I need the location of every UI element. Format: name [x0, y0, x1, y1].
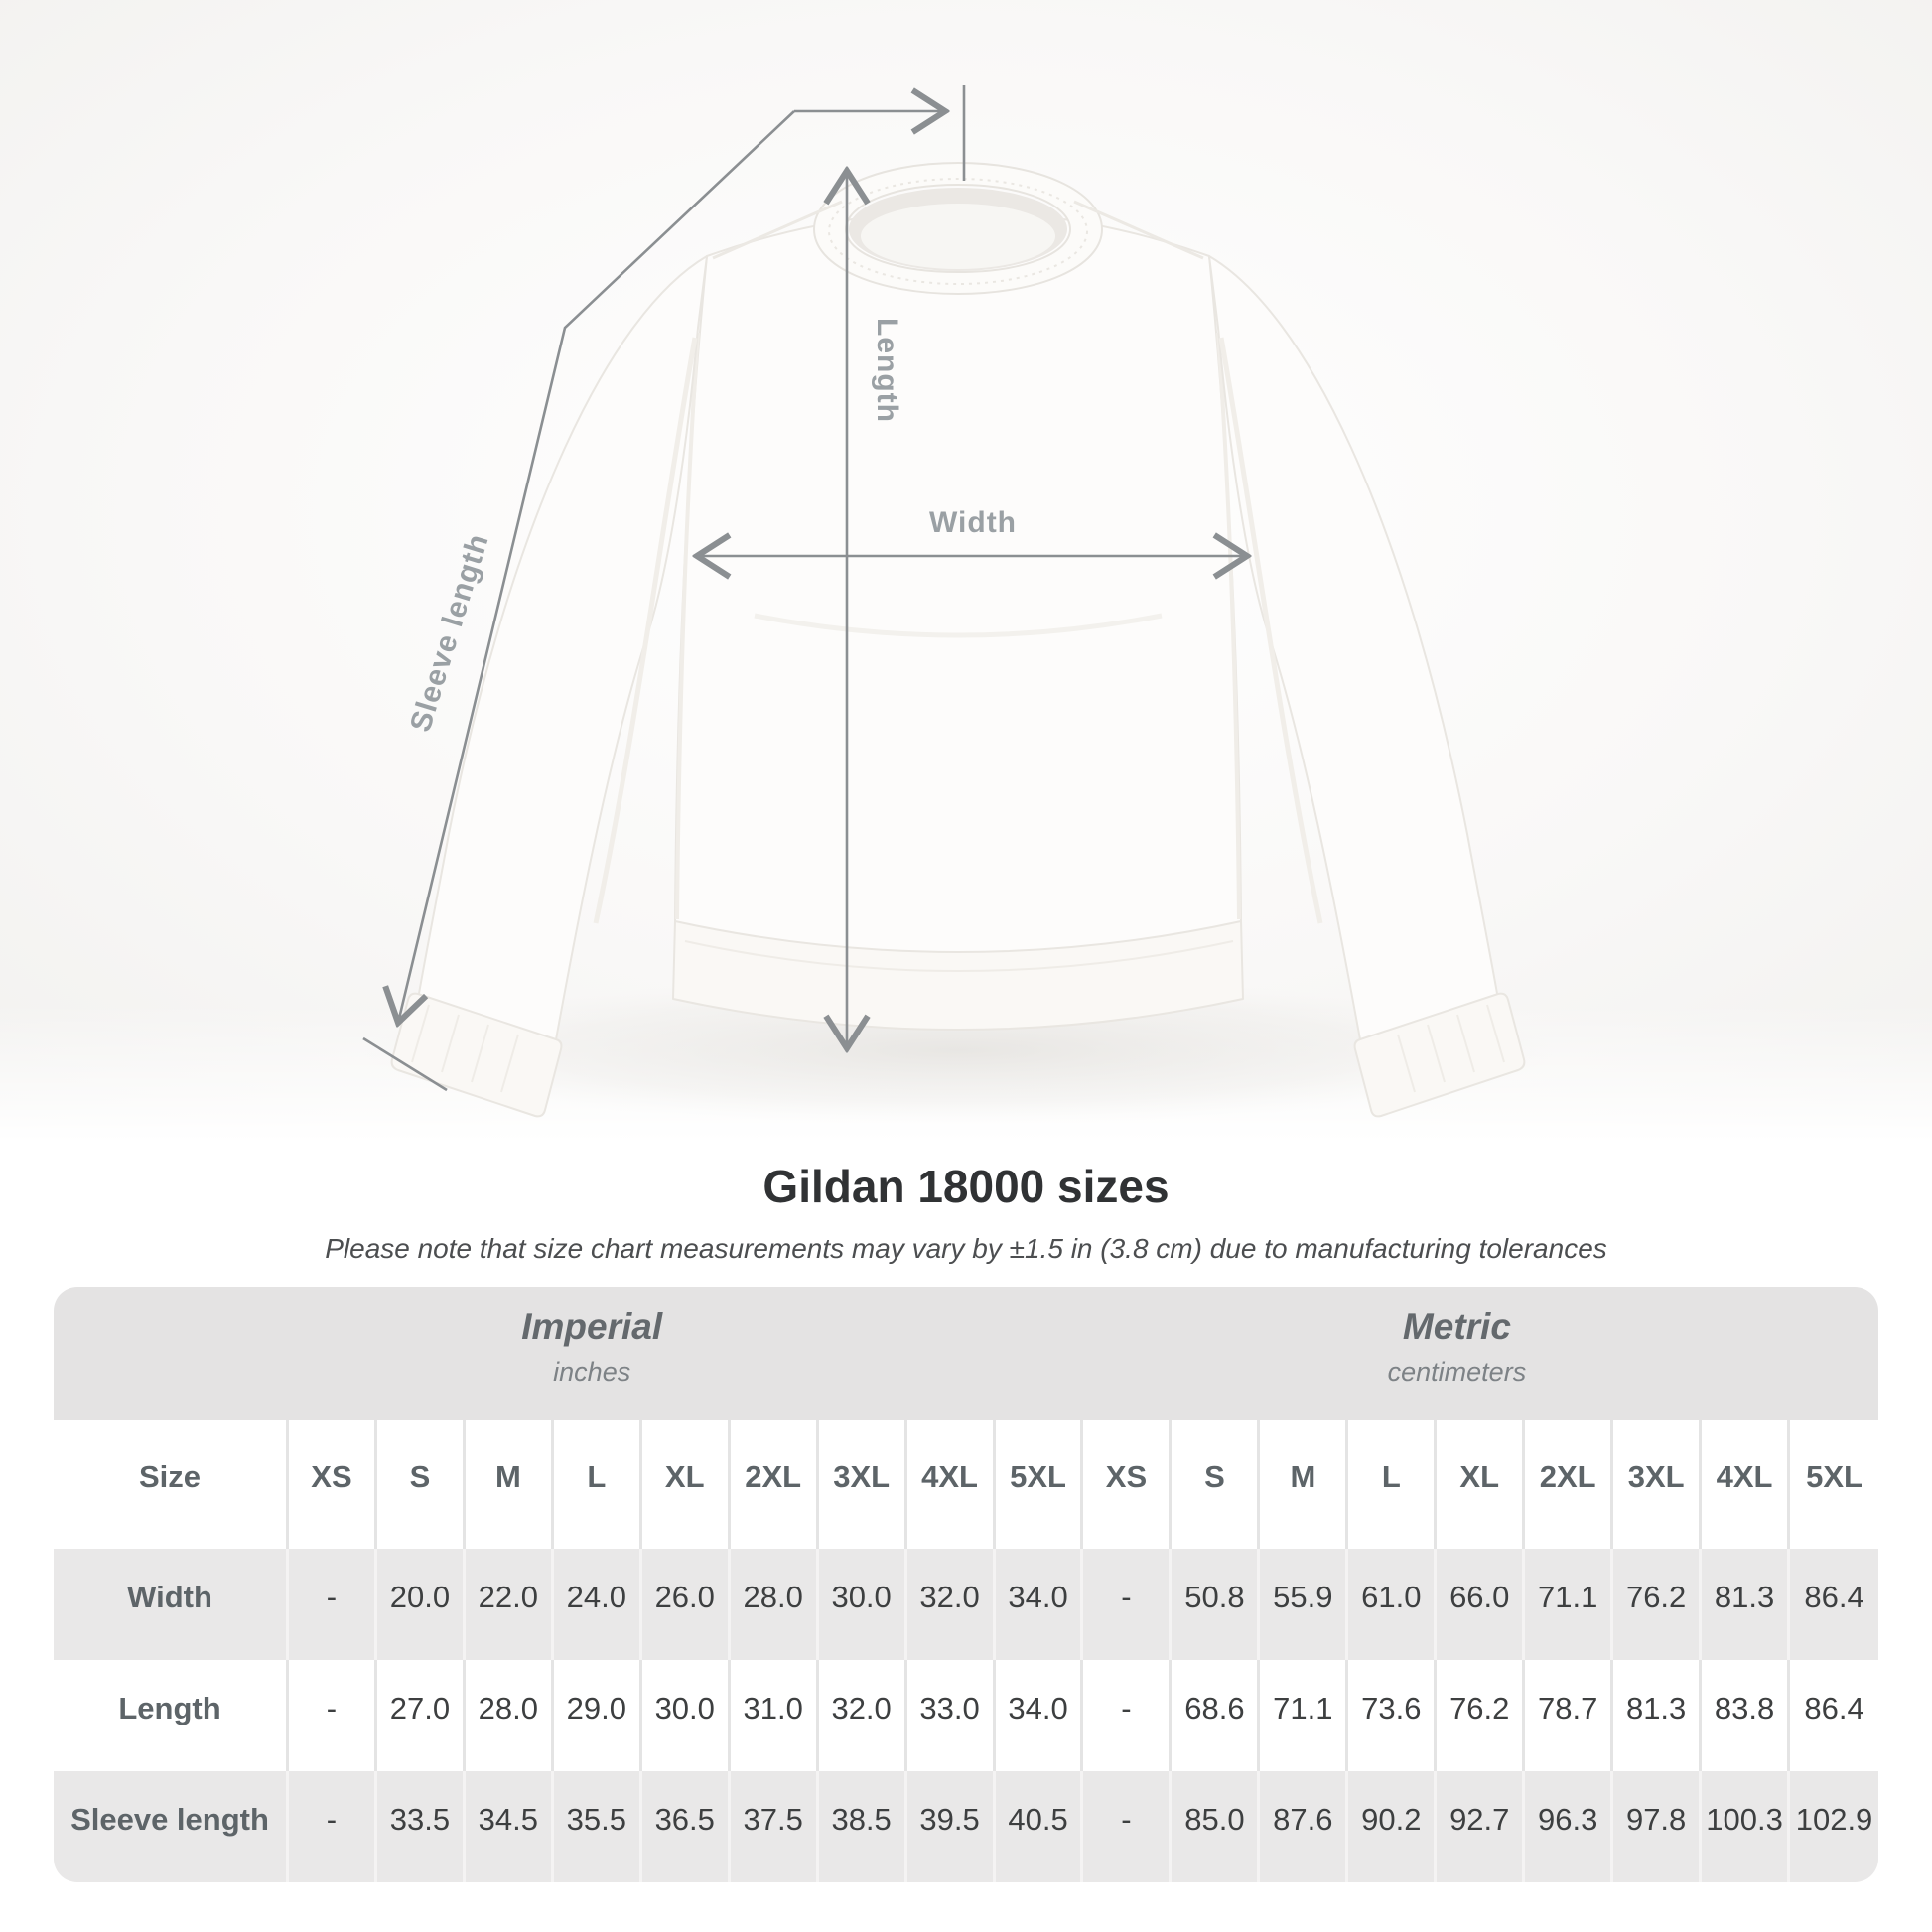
value-cell-metric: 85.0 [1172, 1771, 1261, 1882]
value-cell-imperial: 27.0 [376, 1660, 466, 1771]
imperial-label: Imperial [521, 1307, 663, 1347]
col-header-metric: M [1260, 1420, 1349, 1549]
length-label: Length [871, 318, 903, 423]
col-header-imperial: 4XL [906, 1420, 996, 1549]
tolerance-note: Please note that size chart measurements… [325, 1233, 1607, 1264]
sleeve-end-tick [362, 1036, 448, 1092]
value-cell-imperial: 22.0 [465, 1549, 554, 1660]
value-cell-imperial: 20.0 [376, 1549, 466, 1660]
col-header-imperial: L [553, 1420, 642, 1549]
value-cell-imperial: 32.0 [906, 1549, 996, 1660]
value-cell-imperial: 39.5 [906, 1771, 996, 1882]
metric-label: Metric [1402, 1307, 1511, 1347]
col-header-imperial: 2XL [730, 1420, 819, 1549]
imperial-unit-group: Imperial inches [521, 1307, 662, 1388]
row-label: Width [54, 1549, 289, 1660]
value-cell-metric: 86.4 [1790, 1660, 1878, 1771]
value-cell-metric: 71.1 [1525, 1549, 1614, 1660]
right-cuff [1353, 992, 1526, 1118]
row-label: Sleeve length [54, 1771, 289, 1882]
value-cell-imperial: 40.5 [995, 1771, 1084, 1882]
col-header-imperial: XL [641, 1420, 731, 1549]
col-header-metric: L [1348, 1420, 1438, 1549]
value-cell-metric: - [1083, 1660, 1173, 1771]
value-cell-metric: 83.8 [1702, 1660, 1791, 1771]
value-cell-imperial: 33.0 [906, 1660, 996, 1771]
sweatshirt-measurement-diagram: Length Width Sleeve length [0, 0, 1932, 1142]
value-cell-imperial: 28.0 [730, 1549, 819, 1660]
imperial-unit: inches [553, 1357, 631, 1387]
col-header-metric: 2XL [1525, 1420, 1614, 1549]
garment-shadow [362, 977, 1554, 1124]
col-header-metric: XS [1083, 1420, 1173, 1549]
value-cell-imperial: 31.0 [730, 1660, 819, 1771]
metric-unit-group: Metric centimeters [1388, 1307, 1527, 1388]
value-cell-metric: 76.2 [1437, 1660, 1526, 1771]
value-cell-imperial: 28.0 [465, 1660, 554, 1771]
value-cell-imperial: 30.0 [818, 1549, 907, 1660]
width-label: Width [929, 506, 1017, 539]
sleeve-dimension-line [398, 110, 795, 1023]
value-cell-metric: 92.7 [1437, 1771, 1526, 1882]
col-header-metric: XL [1437, 1420, 1526, 1549]
value-cell-imperial: 34.5 [465, 1771, 554, 1882]
value-cell-imperial: 26.0 [641, 1549, 731, 1660]
value-cell-metric: 68.6 [1172, 1660, 1261, 1771]
col-header-metric: 4XL [1702, 1420, 1791, 1549]
value-cell-imperial: 29.0 [553, 1660, 642, 1771]
value-cell-imperial: 36.5 [641, 1771, 731, 1882]
value-cell-imperial: 34.0 [995, 1660, 1084, 1771]
value-cell-metric: - [1083, 1549, 1173, 1660]
value-cell-metric: 66.0 [1437, 1549, 1526, 1660]
value-cell-metric: - [1083, 1771, 1173, 1882]
value-cell-metric: 81.3 [1613, 1660, 1703, 1771]
value-cell-imperial: 33.5 [376, 1771, 466, 1882]
value-cell-imperial: 30.0 [641, 1660, 731, 1771]
value-cell-metric: 73.6 [1348, 1660, 1438, 1771]
page-title: Gildan 18000 sizes [762, 1161, 1170, 1212]
value-cell-imperial: - [289, 1771, 377, 1882]
col-header-imperial: S [376, 1420, 466, 1549]
measurement-annotations [362, 85, 1247, 1092]
value-cell-metric: 81.3 [1702, 1549, 1791, 1660]
row-label: Length [54, 1660, 289, 1771]
value-cell-imperial: - [289, 1660, 377, 1771]
col-header-imperial: 3XL [818, 1420, 907, 1549]
col-header-size: Size [54, 1420, 289, 1549]
col-header-imperial: XS [289, 1420, 377, 1549]
value-cell-imperial: 32.0 [818, 1660, 907, 1771]
value-cell-metric: 78.7 [1525, 1660, 1614, 1771]
col-header-imperial: 5XL [995, 1420, 1084, 1549]
sweatshirt [390, 162, 1526, 1118]
value-cell-imperial: 37.5 [730, 1771, 819, 1882]
col-header-metric: 3XL [1613, 1420, 1703, 1549]
value-cell-imperial: 24.0 [553, 1549, 642, 1660]
value-cell-imperial: - [289, 1549, 377, 1660]
size-grid: Size XS S M L XL 2XL 3XL 4XL 5XL XS S M L XL 2XL 3XL 4XL 5… [54, 1420, 1878, 1882]
col-header-metric: S [1172, 1420, 1261, 1549]
size-table: Imperial inches Metric centimeters Size X… [54, 1287, 1878, 1882]
value-cell-metric: 90.2 [1348, 1771, 1438, 1882]
unit-header-band: Imperial inches Metric centimeters [54, 1287, 1878, 1420]
metric-unit: centimeters [1387, 1357, 1527, 1387]
value-cell-metric: 50.8 [1172, 1549, 1261, 1660]
value-cell-metric: 61.0 [1348, 1549, 1438, 1660]
value-cell-metric: 97.8 [1613, 1771, 1703, 1882]
value-cell-imperial: 38.5 [818, 1771, 907, 1882]
value-cell-metric: 100.3 [1702, 1771, 1791, 1882]
value-cell-imperial: 34.0 [995, 1549, 1084, 1660]
col-header-metric: 5XL [1790, 1420, 1878, 1549]
value-cell-metric: 86.4 [1790, 1549, 1878, 1660]
value-cell-metric: 55.9 [1260, 1549, 1349, 1660]
value-cell-metric: 76.2 [1613, 1549, 1703, 1660]
value-cell-metric: 71.1 [1260, 1660, 1349, 1771]
col-header-imperial: M [465, 1420, 554, 1549]
value-cell-metric: 102.9 [1790, 1771, 1878, 1882]
sweatshirt-body [674, 210, 1242, 955]
value-cell-metric: 96.3 [1525, 1771, 1614, 1882]
value-cell-metric: 87.6 [1260, 1771, 1349, 1882]
value-cell-imperial: 35.5 [553, 1771, 642, 1882]
collar-inner-back [861, 204, 1055, 269]
